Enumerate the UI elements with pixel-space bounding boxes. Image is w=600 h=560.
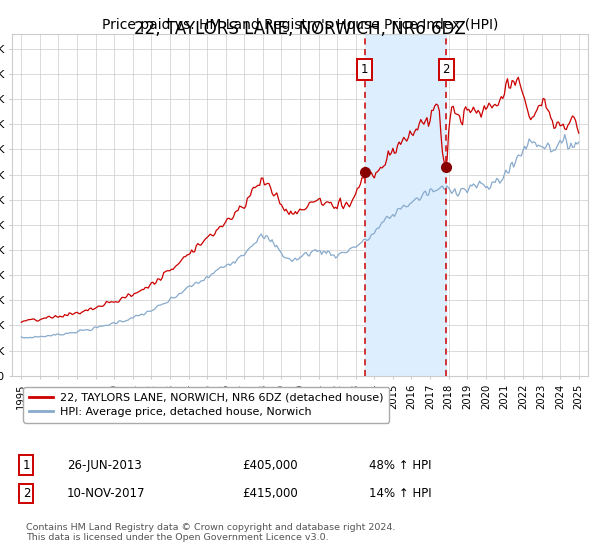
Text: 48% ↑ HPI: 48% ↑ HPI [369,459,431,472]
Text: 14% ↑ HPI: 14% ↑ HPI [369,487,432,500]
Text: 2: 2 [442,63,450,76]
Bar [365,34,446,376]
Text: 1: 1 [23,459,30,472]
Text: 26-JUN-2013: 26-JUN-2013 [67,459,142,472]
Text: 22, TAYLORS LANE, NORWICH, NR6 6DZ: 22, TAYLORS LANE, NORWICH, NR6 6DZ [134,20,466,38]
Text: Contains HM Land Registry data © Crown copyright and database right 2024.
This d: Contains HM Land Registry data © Crown c… [26,523,396,542]
Legend: 22, TAYLORS LANE, NORWICH, NR6 6DZ (detached house), HPI: Average price, detache: 22, TAYLORS LANE, NORWICH, NR6 6DZ (deta… [23,387,389,423]
Text: 10-NOV-2017: 10-NOV-2017 [67,487,145,500]
Text: 1: 1 [361,63,368,76]
Text: 2: 2 [23,487,30,500]
Text: £415,000: £415,000 [242,487,298,500]
Text: £405,000: £405,000 [242,459,298,472]
Title: Price paid vs. HM Land Registry's House Price Index (HPI): Price paid vs. HM Land Registry's House … [102,18,498,32]
